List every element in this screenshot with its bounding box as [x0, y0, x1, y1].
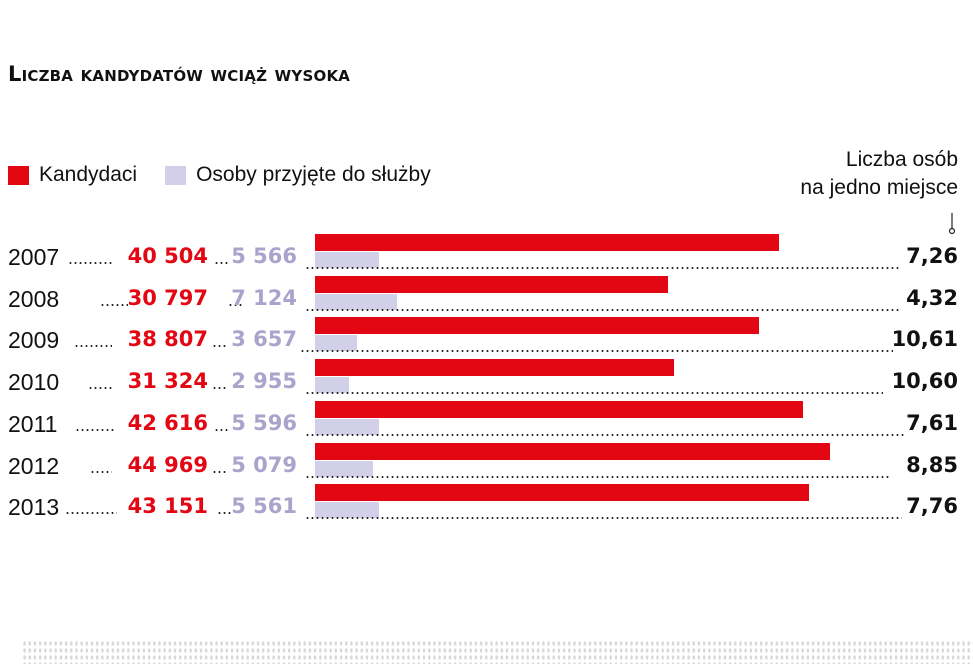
ratio-value: 4,32: [906, 285, 958, 310]
chart-row: 2009 38 807 3 657 10,61: [0, 317, 973, 359]
accepted-bar: [315, 418, 380, 435]
legend-item-candidates: Kandydaci: [8, 163, 137, 187]
candidates-bar: [315, 442, 830, 460]
chart-title: Liczba kandydatów wciąż wysoka: [8, 62, 351, 86]
accepted-value: 3 657: [231, 327, 297, 352]
chart-row: 2011 42 616 5 596 7,61: [0, 400, 973, 443]
candidates-bar: [315, 484, 810, 502]
ratio-value: 7,76: [906, 494, 958, 519]
ratio-column-header: Liczba osób na jedno miejsce: [800, 146, 958, 202]
leader-dots: [217, 512, 231, 515]
leader-dots: [305, 475, 890, 478]
leader-dots: [214, 262, 228, 264]
ratio-value: 7,26: [906, 244, 958, 268]
leader-dots: [305, 433, 904, 436]
leader-dots: [300, 350, 893, 353]
leader-dots: [214, 428, 228, 431]
leader-dots: [65, 512, 117, 515]
leader-dots: [74, 345, 112, 348]
chart-row: 2007 40 504 5 566 7,26: [0, 234, 973, 276]
accepted-value: 5 566: [231, 244, 297, 268]
candidates-value: 42 616: [127, 410, 208, 435]
accepted-bar: [315, 377, 349, 394]
year-label: 2010: [8, 369, 60, 396]
ratio-header-line1: Liczba osób: [845, 148, 958, 171]
year-label: 2012: [8, 452, 60, 479]
candidates-bar: [315, 400, 804, 418]
ratio-header-line2: na jedno miejsce: [800, 176, 958, 199]
leader-dots: [305, 308, 900, 311]
ratio-value: 8,85: [906, 452, 958, 477]
leader-dots: [75, 428, 114, 431]
accepted-value: 5 561: [231, 494, 297, 519]
ratio-value: 7,61: [906, 410, 958, 435]
accepted-value: 7 124: [231, 285, 297, 310]
legend: Kandydaci Osoby przyjęte do służby: [8, 163, 459, 187]
leader-dots: [305, 392, 883, 395]
accepted-value: 5 596: [231, 410, 297, 435]
leader-dots: [68, 262, 114, 264]
year-label: 2009: [8, 327, 60, 354]
accepted-bar: [315, 252, 379, 268]
legend-label: Osoby przyjęte do służby: [196, 163, 431, 186]
leader-dots: [305, 267, 900, 269]
year-label: 2007: [8, 244, 60, 270]
chart-row: 2008 30 797 7 124 4,32: [0, 275, 973, 318]
legend-item-accepted: Osoby przyjęte do służby: [165, 163, 431, 187]
legend-label: Kandydaci: [39, 163, 138, 186]
ratio-value: 10,60: [891, 369, 958, 394]
footer-dotted-pattern: [22, 640, 973, 664]
candidates-bar: [315, 317, 760, 335]
accepted-bar: [315, 293, 397, 310]
accepted-value: 5 079: [231, 452, 297, 477]
chart-row: 2010 31 324 2 955 10,60: [0, 359, 973, 401]
ratio-value: 10,61: [891, 327, 958, 352]
year-label: 2011: [8, 410, 58, 437]
pointer-pin-icon: [948, 213, 956, 235]
year-label: 2013: [8, 494, 60, 521]
candidates-value: 40 504: [127, 244, 208, 268]
leader-dots: [305, 517, 902, 520]
leader-dots: [228, 303, 242, 306]
candidates-bar: [315, 359, 674, 377]
year-label: 2008: [8, 285, 60, 312]
candidates-value: 30 797: [127, 285, 208, 310]
chart-row: 2012 44 969 5 079 8,85: [0, 442, 973, 485]
leader-dots: [88, 387, 112, 390]
accepted-value: 2 955: [231, 369, 297, 394]
leader-dots: [212, 345, 226, 348]
candidates-value: 43 151: [127, 494, 208, 519]
candidates-bar: [315, 234, 779, 251]
legend-swatch-red-icon: [8, 165, 29, 185]
accepted-bar: [315, 335, 357, 352]
chart-row: 2013 43 151 5 561 7,76: [0, 484, 973, 526]
accepted-bar: [315, 502, 379, 519]
candidates-value: 38 807: [127, 327, 208, 352]
candidates-value: 31 324: [127, 369, 208, 394]
candidates-bar: [315, 275, 668, 293]
leader-dots: [100, 303, 128, 306]
leader-dots: [212, 387, 226, 390]
candidates-value: 44 969: [127, 452, 208, 477]
leader-dots: [90, 470, 112, 473]
leader-dots: [212, 470, 226, 473]
legend-swatch-lavender-icon: [165, 165, 187, 185]
accepted-bar: [315, 460, 374, 477]
